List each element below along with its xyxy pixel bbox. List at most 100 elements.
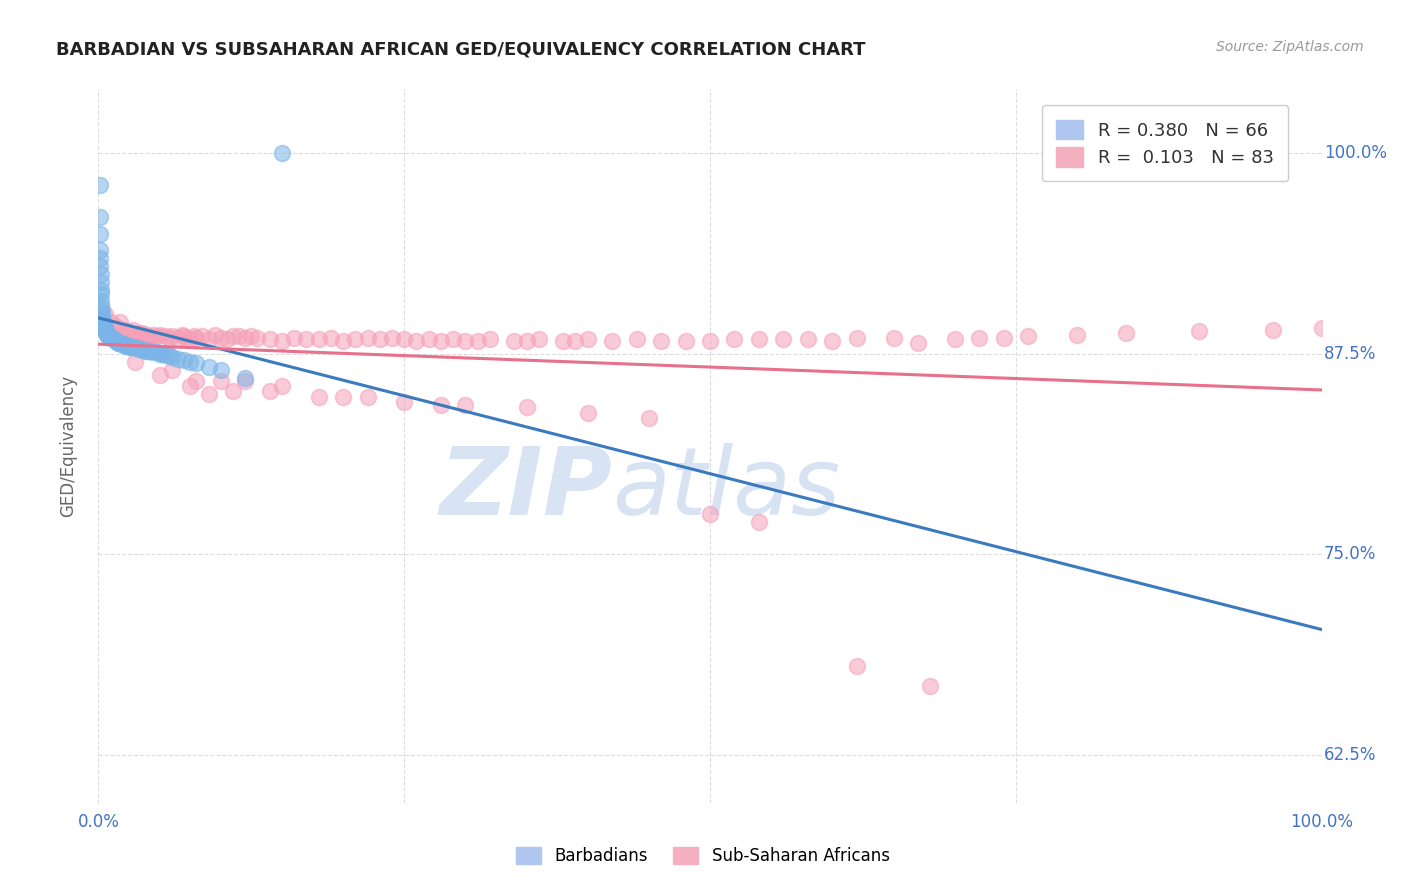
Point — [295, 332, 318, 346]
Point — [748, 515, 770, 529]
Point — [197, 359, 219, 374]
Point — [259, 332, 281, 346]
Point — [121, 340, 143, 354]
Point — [845, 331, 868, 345]
Text: 75.0%: 75.0% — [1324, 545, 1376, 563]
Point — [332, 390, 354, 404]
Point — [94, 326, 117, 340]
Point — [89, 251, 111, 265]
Point — [89, 259, 111, 273]
Point — [332, 334, 354, 348]
Point — [650, 334, 672, 348]
Point — [209, 374, 232, 388]
Point — [723, 332, 745, 346]
Text: Source: ZipAtlas.com: Source: ZipAtlas.com — [1216, 40, 1364, 54]
Point — [108, 335, 131, 350]
Point — [89, 211, 111, 225]
Point — [90, 287, 112, 301]
Point — [100, 315, 122, 329]
Point — [1017, 329, 1039, 343]
Point — [160, 350, 183, 364]
Point — [186, 331, 208, 345]
Point — [107, 335, 129, 350]
Point — [179, 379, 201, 393]
Point — [90, 299, 112, 313]
Point — [127, 342, 149, 356]
Point — [155, 348, 177, 362]
Point — [1188, 324, 1211, 338]
Point — [96, 327, 118, 342]
Point — [118, 339, 141, 353]
Point — [101, 332, 124, 346]
Point — [150, 347, 173, 361]
Point — [111, 326, 134, 340]
Point — [91, 303, 114, 318]
Point — [103, 332, 125, 346]
Point — [430, 398, 453, 412]
Point — [90, 293, 112, 308]
Text: ZIP: ZIP — [439, 442, 612, 535]
Point — [576, 332, 599, 346]
Point — [155, 329, 177, 343]
Point — [98, 329, 121, 343]
Point — [179, 355, 201, 369]
Point — [105, 319, 128, 334]
Point — [124, 327, 146, 342]
Point — [93, 319, 115, 334]
Point — [91, 307, 114, 321]
Point — [308, 390, 330, 404]
Point — [120, 340, 142, 354]
Point — [157, 331, 180, 345]
Point — [228, 329, 250, 343]
Point — [233, 374, 256, 388]
Point — [93, 323, 115, 337]
Point — [117, 339, 139, 353]
Point — [136, 343, 159, 358]
Point — [270, 334, 294, 348]
Point — [564, 334, 586, 348]
Point — [110, 335, 132, 350]
Point — [91, 316, 114, 330]
Point — [454, 334, 477, 348]
Point — [131, 326, 153, 340]
Point — [637, 411, 661, 425]
Point — [114, 323, 136, 337]
Point — [246, 331, 269, 345]
Point — [259, 384, 281, 398]
Point — [356, 390, 378, 404]
Point — [405, 334, 427, 348]
Text: 62.5%: 62.5% — [1324, 746, 1376, 764]
Point — [418, 332, 440, 346]
Point — [142, 327, 165, 342]
Point — [1261, 323, 1284, 337]
Point — [467, 334, 489, 348]
Point — [160, 363, 183, 377]
Point — [136, 327, 159, 342]
Point — [215, 332, 238, 346]
Point — [167, 331, 190, 345]
Point — [478, 332, 501, 346]
Point — [240, 329, 263, 343]
Point — [270, 379, 294, 393]
Point — [553, 334, 575, 348]
Point — [222, 384, 245, 398]
Point — [967, 331, 990, 345]
Point — [368, 332, 391, 346]
Point — [1066, 327, 1088, 342]
Y-axis label: GED/Equivalency: GED/Equivalency — [59, 375, 77, 517]
Point — [943, 332, 966, 346]
Point — [209, 363, 232, 377]
Point — [441, 332, 464, 346]
Point — [134, 329, 156, 343]
Point — [101, 331, 124, 345]
Point — [90, 267, 112, 281]
Point — [173, 329, 195, 343]
Point — [197, 332, 219, 346]
Point — [699, 334, 721, 348]
Point — [392, 332, 416, 346]
Point — [90, 283, 112, 297]
Point — [883, 331, 905, 345]
Point — [89, 243, 111, 257]
Point — [392, 395, 416, 409]
Point — [186, 356, 208, 370]
